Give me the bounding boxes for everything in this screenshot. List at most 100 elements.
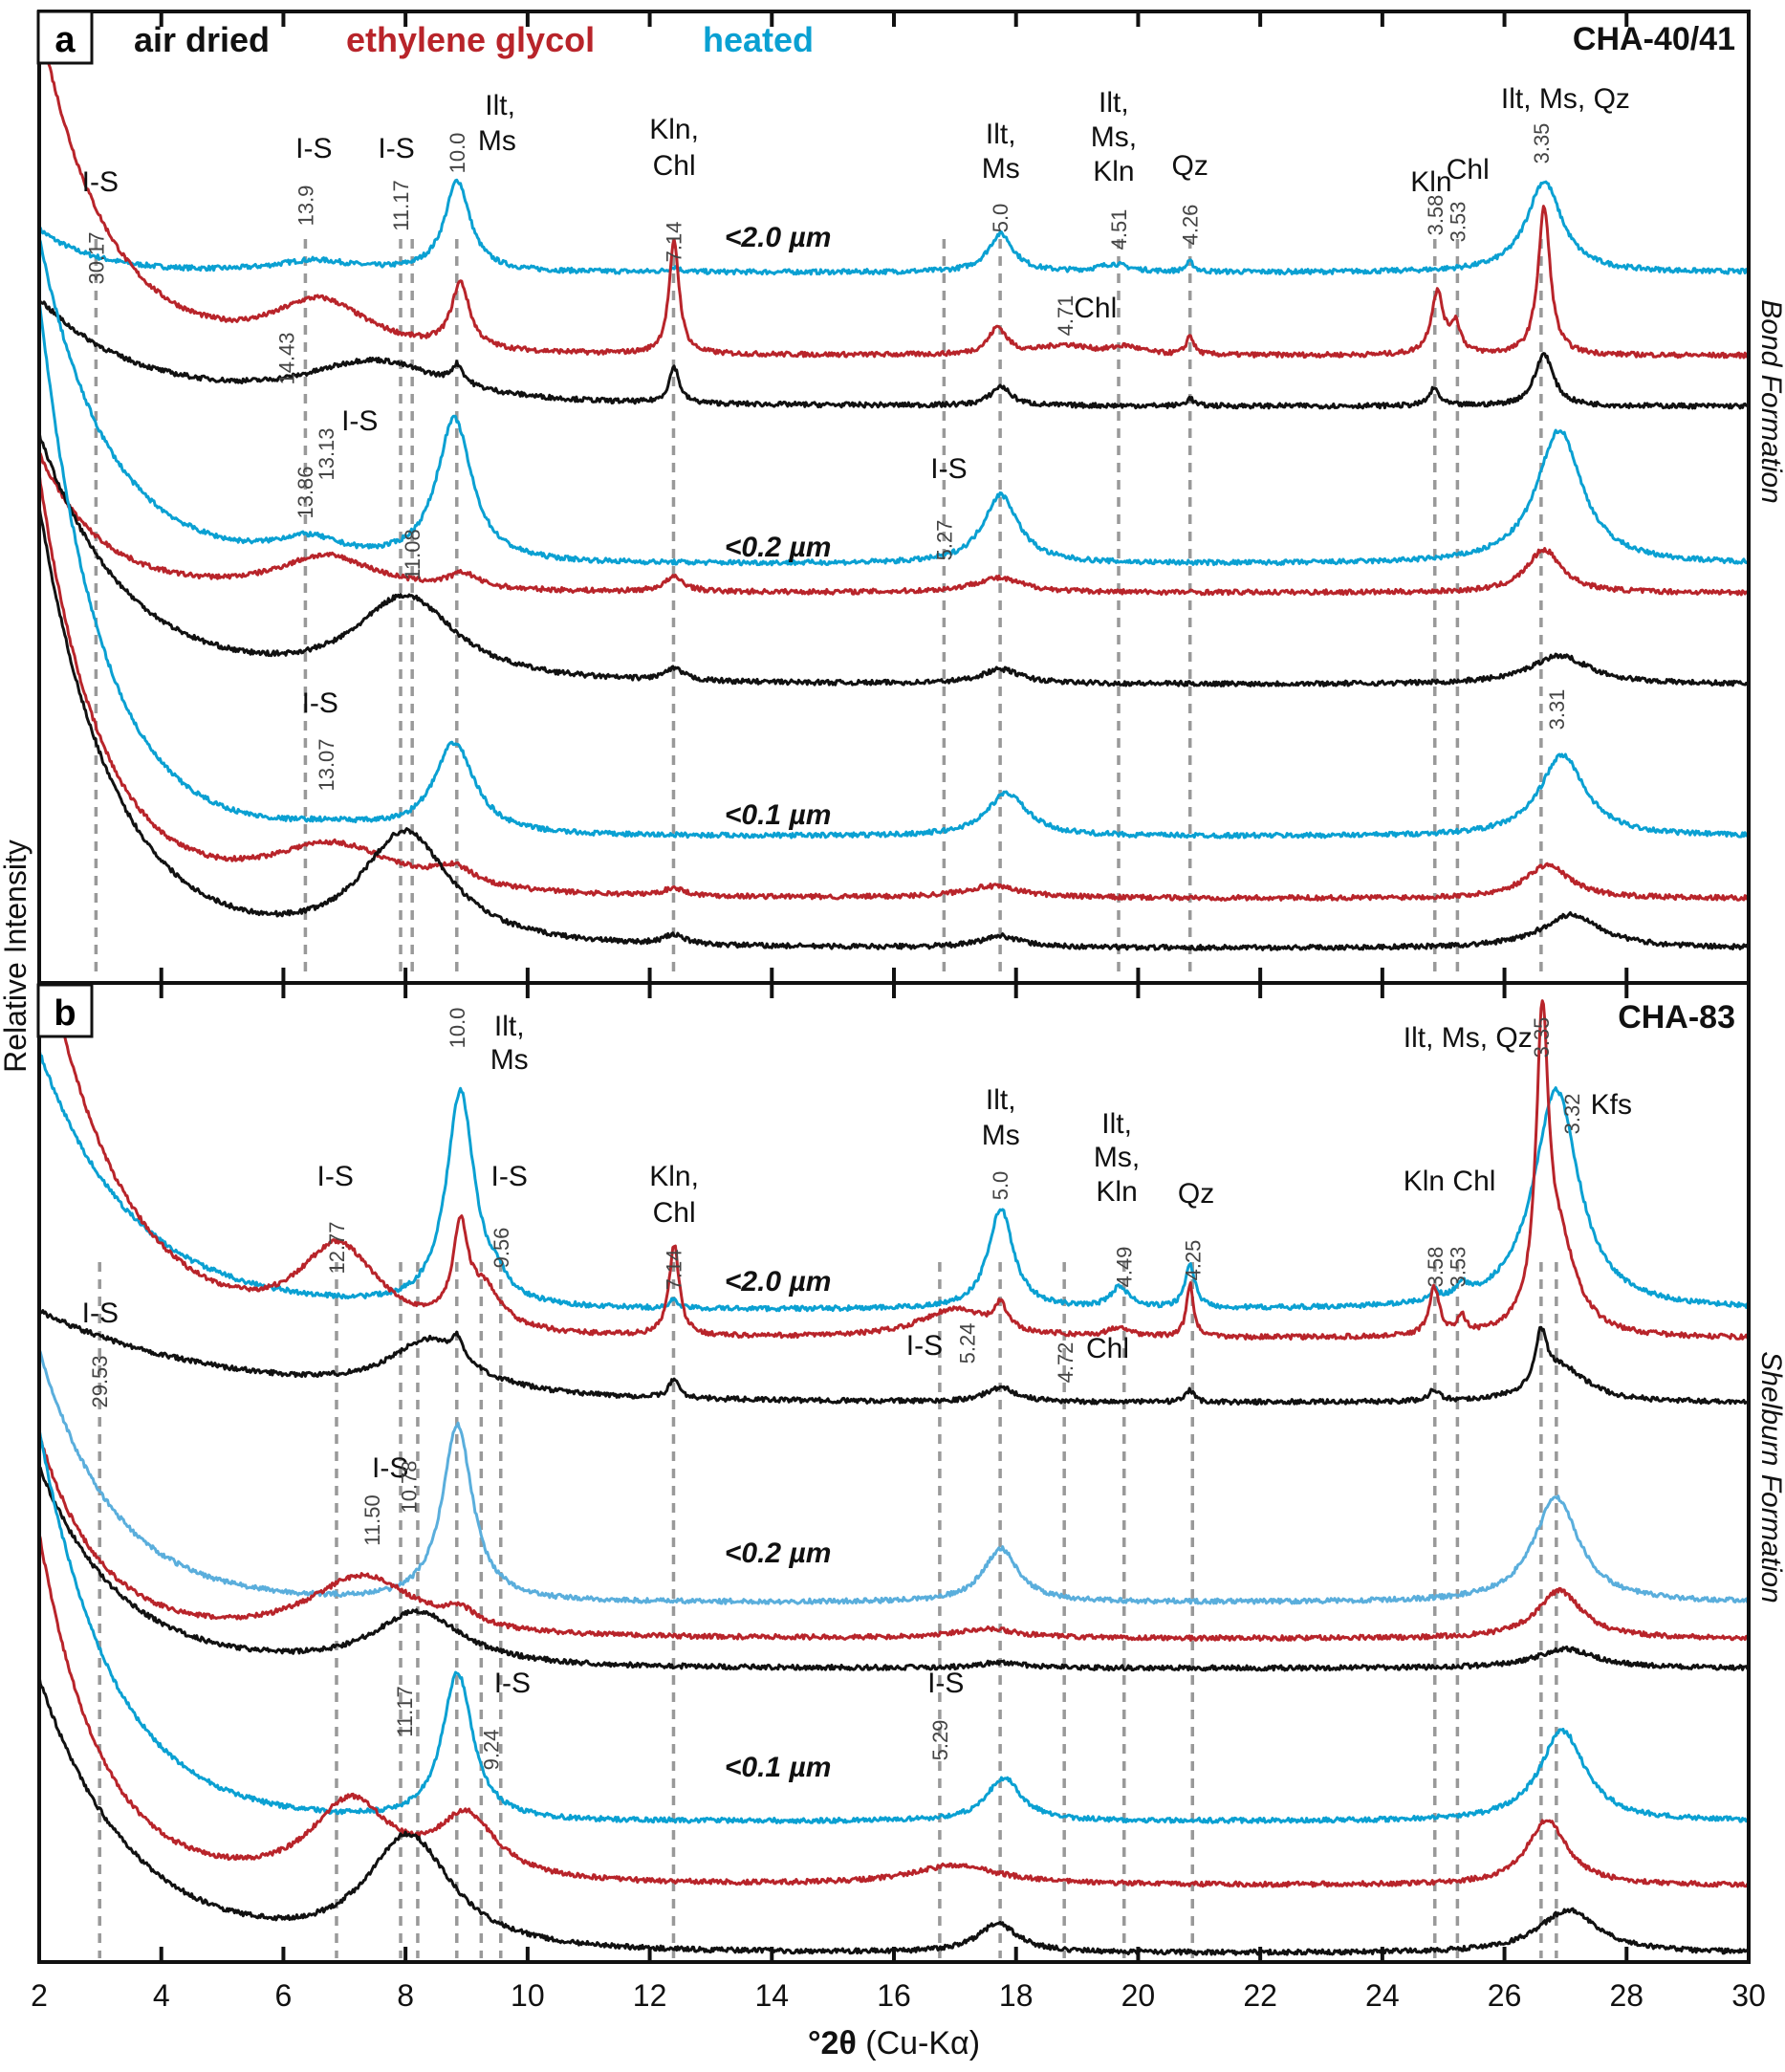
- x-axis-label-unit: (Cu-Kα): [857, 2025, 980, 2061]
- trace-air-dried: [37, 1675, 1750, 1956]
- mineral-label: Chl: [653, 150, 696, 182]
- axes: [37, 10, 1751, 1964]
- sample-name-a: CHA-40/41: [1573, 21, 1735, 57]
- trace-air-dried: [37, 298, 1750, 410]
- trace-heated: [37, 1049, 1751, 1313]
- d-spacing-label: 7.14: [662, 222, 686, 263]
- mineral-label: I-S: [295, 133, 332, 164]
- trace-ethylene-glycol: [37, 471, 1751, 902]
- panel-b-label-box: [36, 983, 94, 1038]
- d-spacing-label: 11.17: [393, 1686, 417, 1736]
- d-spacing-label: 3.58: [1424, 195, 1448, 236]
- d-spacing-label: 5.27: [932, 520, 956, 561]
- mineral-label: I-S: [82, 166, 119, 198]
- d-spacing-label: 9.24: [480, 1730, 504, 1771]
- mineral-label: Ilt,: [1099, 87, 1129, 119]
- d-spacing-label: 4.49: [1113, 1247, 1137, 1288]
- d-spacing-label: 4.25: [1181, 1240, 1205, 1281]
- x-tick-label: 24: [1365, 1978, 1400, 2013]
- mineral-label: Ilt,: [485, 90, 515, 121]
- x-tick-label: 30: [1731, 1978, 1766, 2013]
- d-spacing-label: 11.08: [401, 529, 424, 579]
- mineral-label: I-S: [341, 405, 378, 437]
- mineral-label: Ilt, Ms, Qz: [1404, 1022, 1533, 1054]
- mineral-label: Ilt,: [494, 1011, 525, 1042]
- x-tick-label: 2: [31, 1978, 48, 2013]
- size-fraction-label: <0.2 µm: [725, 1538, 832, 1569]
- mineral-label: Kln: [1093, 156, 1134, 187]
- mineral-label: Chl: [1074, 293, 1117, 324]
- d-spacing-label: 4.26: [1179, 205, 1203, 246]
- d-spacing-label: 5.24: [956, 1323, 980, 1364]
- sample-name-b: CHA-83: [1618, 999, 1735, 1036]
- d-spacing-label: 11.17: [389, 180, 413, 230]
- trace-heated: [37, 178, 1750, 276]
- mineral-label: Ms: [490, 1044, 529, 1076]
- x-tick-label: 10: [511, 1978, 545, 2013]
- d-spacing-label: 10.78: [397, 1460, 421, 1513]
- mineral-label: Qz: [1178, 1178, 1214, 1210]
- d-spacing-label: 3.32: [1560, 1094, 1584, 1135]
- x-tick-label: 12: [633, 1978, 667, 2013]
- d-spacing-label: 3.58: [1424, 1247, 1448, 1288]
- size-fraction-label: <0.2 µm: [725, 532, 832, 563]
- d-spacing-label: 10.0: [446, 133, 469, 174]
- x-axis-label-symbol: °2θ: [808, 2025, 857, 2061]
- mineral-label: Ilt,: [986, 1084, 1016, 1116]
- x-axis-label: °2θ (Cu-Kα): [808, 2025, 980, 2061]
- size-fraction-label: <0.1 µm: [725, 1752, 832, 1783]
- d-spacing-label: 5.0: [989, 1171, 1012, 1201]
- mineral-label: Ms: [982, 153, 1020, 185]
- d-spacing-label: 4.72: [1054, 1342, 1078, 1384]
- mineral-label: I-S: [491, 1161, 528, 1192]
- x-tick-label: 14: [754, 1978, 789, 2013]
- d-spacing-label: 13.13: [315, 427, 338, 480]
- x-tick-label: 4: [153, 1978, 170, 2013]
- trace-heated: [37, 1429, 1751, 1824]
- mineral-label: I-S: [372, 1452, 408, 1484]
- d-spacing-label: 9.56: [490, 1228, 513, 1269]
- mineral-label: Qz: [1172, 150, 1208, 182]
- trace-ethylene-glycol: [37, 17, 1751, 360]
- d-spacing-label: 3.53: [1446, 202, 1469, 243]
- x-tick-label: 28: [1609, 1978, 1644, 2013]
- trace-air-dried: [38, 1465, 1750, 1672]
- mineral-label: Ms,: [1094, 1142, 1140, 1173]
- d-spacing-label: 7.14: [662, 1250, 686, 1291]
- trace-air-dried: [37, 506, 1750, 951]
- formation-label-b: Shelburn Formation: [1755, 1351, 1785, 1603]
- mineral-label: Kln: [1410, 166, 1451, 198]
- d-spacing-label: 10.0: [446, 1008, 469, 1049]
- x-tick-label: 16: [877, 1978, 911, 2013]
- d-spacing-label: 3.35: [1530, 1017, 1554, 1058]
- mineral-label: Chl: [1447, 154, 1490, 185]
- mineral-label: Ilt,: [1101, 1108, 1132, 1140]
- mineral-label: Ilt,: [986, 119, 1016, 150]
- x-tick-label: 18: [999, 1978, 1034, 2013]
- panel-a-label: a: [54, 20, 76, 60]
- mineral-label: Chl: [653, 1197, 696, 1229]
- d-spacing-label: 3.53: [1446, 1247, 1469, 1288]
- legend-heated: heated: [703, 20, 814, 59]
- trace-heated: [37, 237, 1750, 567]
- d-spacing-label: 14.43: [275, 332, 299, 384]
- mineral-label: Chl: [1086, 1333, 1129, 1364]
- legend-air-dried: air dried: [134, 20, 270, 59]
- mineral-label: Ilt, Ms, Qz: [1501, 83, 1630, 115]
- size-fraction-label: <2.0 µm: [725, 1266, 832, 1298]
- size-fraction-label: <0.1 µm: [725, 799, 832, 831]
- xrd-traces: [37, 17, 1751, 1956]
- d-spacing-label: 13.9: [294, 185, 317, 227]
- trace-heated: [37, 1348, 1751, 1605]
- d-spacing-label: 13.86: [294, 466, 317, 518]
- panel-b-frame: [37, 981, 1751, 1964]
- mineral-label: I-S: [302, 687, 338, 719]
- trace-ethylene-glycol: [38, 451, 1751, 597]
- x-tick-label: 6: [275, 1978, 293, 2013]
- mineral-label: I-S: [906, 1330, 943, 1362]
- panel-a-label-box: [36, 10, 94, 65]
- x-tick-label: 8: [397, 1978, 414, 2013]
- d-spacing-label: 29.53: [88, 1355, 112, 1407]
